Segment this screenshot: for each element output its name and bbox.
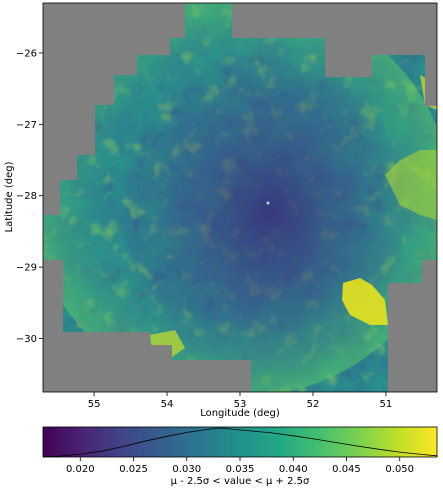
map-panel xyxy=(43,3,437,392)
x-tick-label: 55 xyxy=(88,399,101,410)
colorbar xyxy=(42,426,438,458)
colorbar-tick-label: 0.030 xyxy=(172,464,201,475)
center-marker xyxy=(266,201,270,205)
colorbar-x-axis: 0.020 0.025 0.030 0.035 0.040 0.045 0.050 xyxy=(66,457,414,475)
colorbar-label: μ - 2.5σ < value < μ + 2.5σ xyxy=(171,476,310,487)
histogram-curve xyxy=(42,427,438,458)
x-tick-label: 54 xyxy=(161,399,174,410)
x-tick-label: 52 xyxy=(307,399,320,410)
bright-patch xyxy=(342,278,388,325)
y-tick-label: −29 xyxy=(16,263,37,274)
colorbar-gradient xyxy=(43,427,437,457)
map-x-axis-label: Longitude (deg) xyxy=(200,408,280,419)
colorbar-tick-label: 0.025 xyxy=(119,464,148,475)
colorbar-tick-label: 0.050 xyxy=(385,464,414,475)
y-tick-label: −28 xyxy=(16,191,37,202)
y-tick-label: −30 xyxy=(16,334,37,345)
x-tick-label: 51 xyxy=(380,399,393,410)
bright-patch xyxy=(385,150,437,220)
map-y-axis: −26 −27 −28 −29 −30 xyxy=(16,48,43,345)
y-tick-label: −26 xyxy=(16,48,37,59)
colorbar-tick-label: 0.020 xyxy=(66,464,95,475)
colorbar-tick-label: 0.035 xyxy=(226,464,255,475)
colorbar-tick-label: 0.045 xyxy=(332,464,361,475)
y-tick-label: −27 xyxy=(16,120,37,131)
x-tick-label: 53 xyxy=(234,399,247,410)
map-x-axis: 55 54 53 52 51 xyxy=(88,392,393,410)
map-y-axis-label: Latitude (deg) xyxy=(4,161,15,232)
colorbar-tick-label: 0.040 xyxy=(279,464,308,475)
